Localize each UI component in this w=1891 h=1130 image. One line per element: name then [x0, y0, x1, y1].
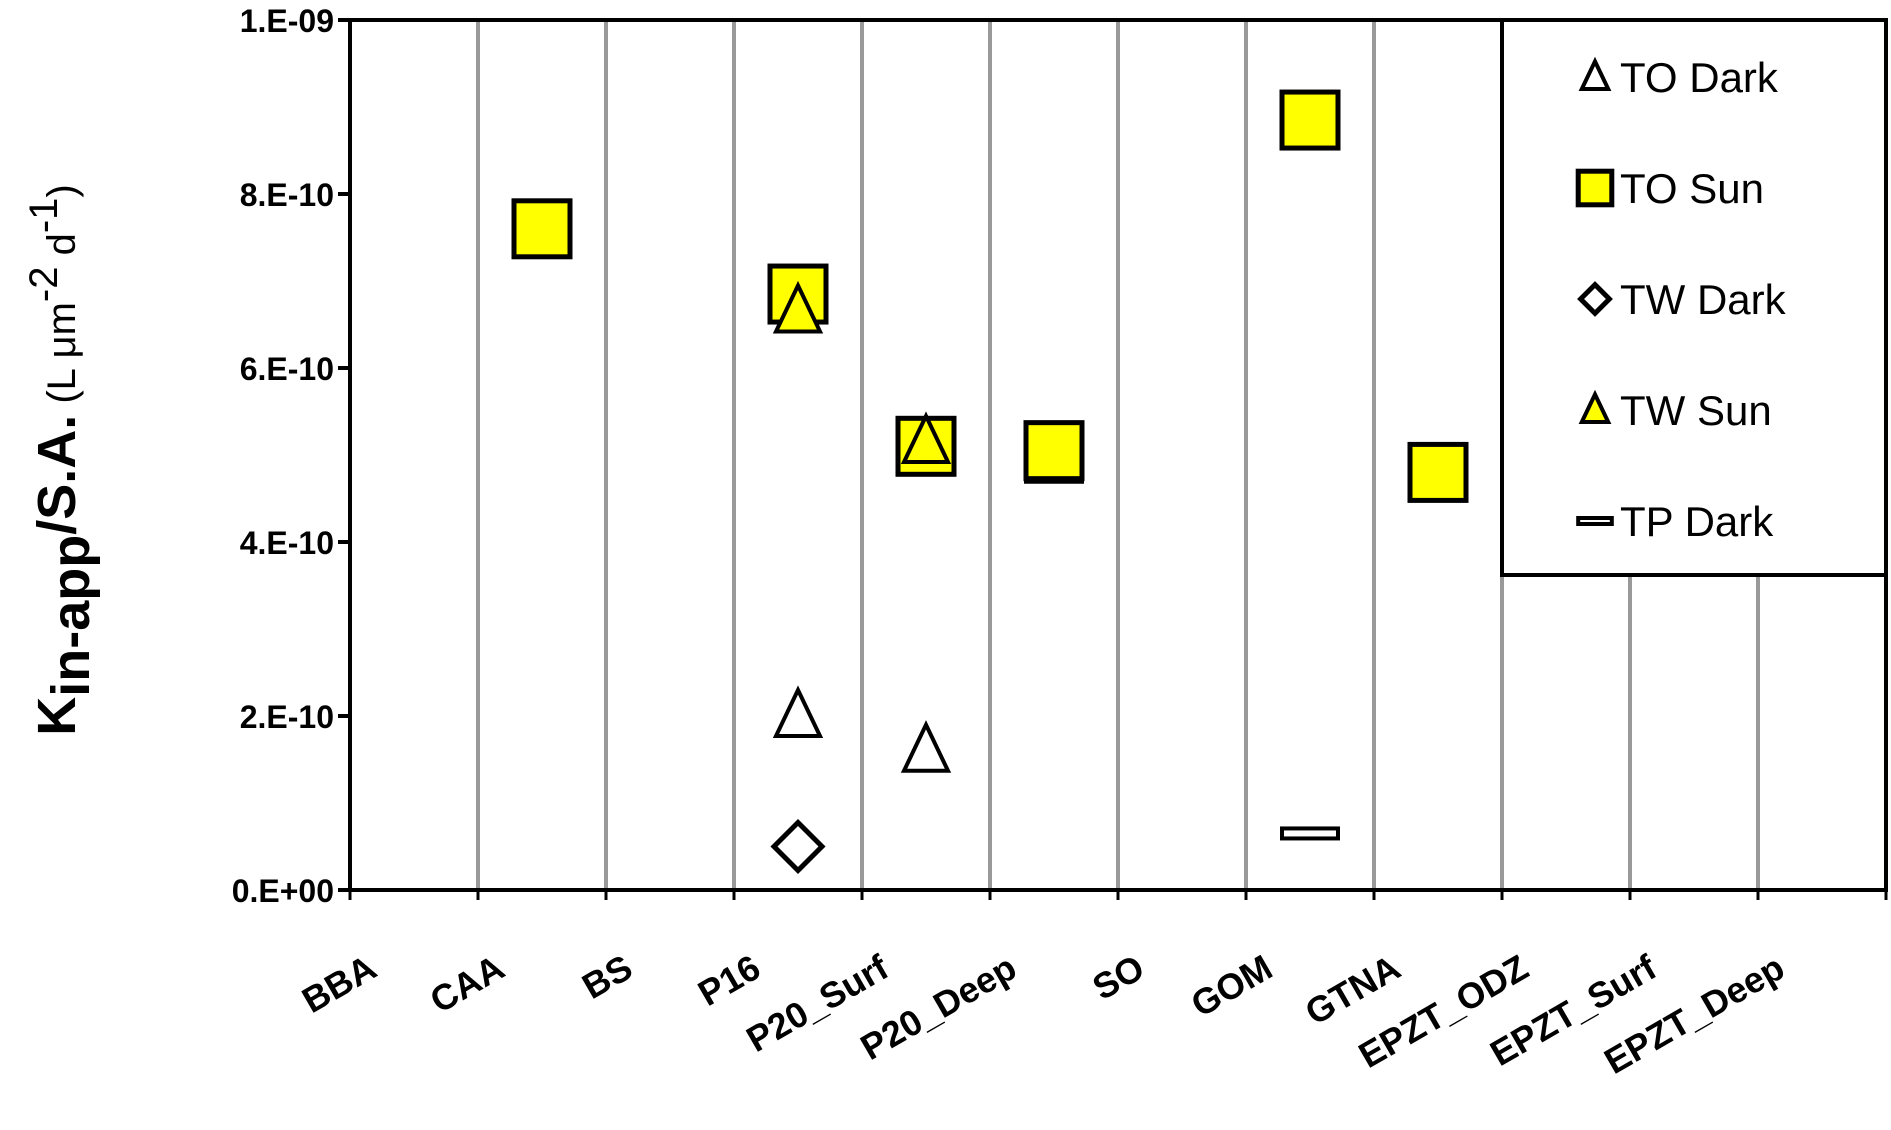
x-tick-label: BBA	[295, 946, 383, 1021]
marker-to-dark-p16	[772, 685, 824, 738]
y-axis-ticks: 0.E+00 2.E-10 4.E-10 6.E-10 8.E-10 1.E-09	[232, 3, 350, 909]
marker-to-sun-p20_deep	[1023, 420, 1085, 482]
y-tick-label: 0.E+00	[232, 873, 334, 909]
marker-tw-sun-p16	[772, 280, 824, 334]
y-tick-label: 1.E-09	[240, 3, 334, 39]
marker-to-sun-gtna	[1407, 441, 1469, 503]
marker-to-sun-gom	[1279, 89, 1341, 151]
legend-label-tp-dark: TP Dark	[1620, 498, 1774, 545]
legend-label-tw-dark: TW Dark	[1620, 276, 1787, 323]
y-axis-label: Kin-app/S.A. (L μm-2 d-1)	[22, 184, 101, 736]
legend-marker-to-dark	[1578, 56, 1612, 91]
x-tick-label: CAA	[423, 946, 511, 1021]
marker-to-dark-p20_surf	[900, 720, 952, 773]
legend-marker-to-sun	[1575, 168, 1615, 208]
y-axis-title: Kin-app/S.A. (L μm-2 d-1)	[22, 184, 101, 736]
legend-label-tw-sun: TW Sun	[1620, 387, 1772, 434]
legend-label-to-sun: TO Sun	[1620, 165, 1764, 212]
y-tick-label: 6.E-10	[240, 351, 334, 387]
x-tick-label: GOM	[1184, 946, 1279, 1025]
legend-marker-tw-sun	[1578, 389, 1612, 424]
marker-tw-dark-p16	[770, 818, 826, 875]
legend: TO Dark TO Sun TW Dark TW Sun TP Dark	[1500, 18, 1888, 577]
x-tick-label: P16	[691, 946, 767, 1014]
marker-to-sun-caa	[511, 198, 573, 260]
x-tick-label: SO	[1085, 946, 1151, 1008]
legend-marker-tw-dark	[1577, 281, 1613, 317]
legend-marker-tp-dark	[1576, 516, 1614, 526]
y-tick-label: 2.E-10	[240, 699, 334, 735]
marker-tp-dark-gom	[1280, 826, 1340, 841]
data-marks	[511, 89, 1469, 875]
x-tick-label: BS	[575, 946, 639, 1007]
y-tick-label: 4.E-10	[240, 525, 334, 561]
y-tick-label: 8.E-10	[240, 177, 334, 213]
legend-label-to-dark: TO Dark	[1620, 54, 1779, 101]
legend-box	[1500, 18, 1888, 577]
marker-tw-sun-p20_surf	[900, 411, 952, 464]
